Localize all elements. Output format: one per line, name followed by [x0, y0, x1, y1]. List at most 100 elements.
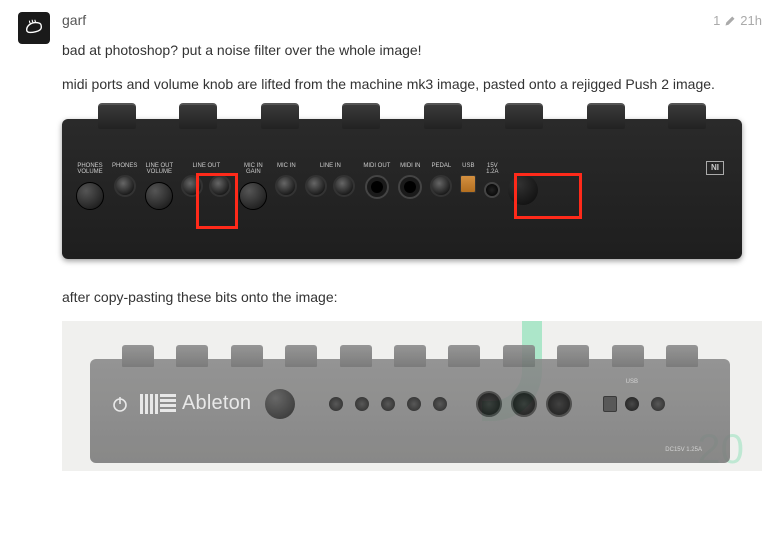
mic-in-group: MIC IN: [275, 163, 297, 210]
port-label: PHONES VOLUME: [77, 163, 102, 176]
pedal-jack: [430, 175, 452, 197]
encoder-knob: [505, 103, 543, 129]
mic-in-jack: [275, 175, 297, 197]
power-label: DC15V 1.25A: [665, 447, 702, 453]
jack: [433, 397, 447, 411]
sausage-icon: [23, 17, 45, 39]
device2-image: 20: [62, 321, 762, 471]
encoder-knob: [340, 345, 372, 367]
encoder-knob: [448, 345, 480, 367]
jack: [381, 397, 395, 411]
right-ports: [603, 396, 669, 412]
edit-count: 1: [713, 13, 720, 28]
phones-volume-group: PHONES VOLUME: [76, 163, 104, 210]
port-label: PHONES: [112, 163, 137, 170]
encoder-knob: [342, 103, 380, 129]
midi-out-group: MIDI OUT: [363, 163, 390, 210]
username[interactable]: garf: [62, 12, 86, 28]
encoder-knob: [557, 345, 589, 367]
line-in-1-jack: [333, 175, 355, 197]
usb-port: [603, 396, 617, 412]
paragraph: midi ports and volume knob are lifted fr…: [62, 74, 762, 94]
push2-panel: Ableton: [90, 359, 730, 463]
post-body: bad at photoshop? put a noise filter ove…: [62, 40, 762, 471]
encoder-knob: [98, 103, 136, 129]
volume-knob: [76, 182, 104, 210]
line-out-volume-group: LINE OUT VOLUME: [145, 163, 173, 210]
rear-panel-row: PHONES VOLUME PHONES LINE OUT VOLUME: [76, 163, 728, 210]
midi-in-group: MIDI IN: [398, 163, 422, 210]
port-label: LINE OUT: [193, 163, 221, 170]
encoder-knob: [231, 345, 263, 367]
jack: [651, 397, 665, 411]
pencil-icon: [724, 15, 736, 27]
jack: [407, 397, 421, 411]
encoder-knob: [612, 345, 644, 367]
top-knob-row: [122, 345, 698, 367]
dc-jack: [625, 397, 639, 411]
avatar[interactable]: [18, 12, 50, 44]
brand-text: Ableton: [182, 392, 251, 415]
pedal-group: PEDAL: [430, 163, 452, 210]
device1-image: NI PHONES VOLUME PHONES LINE OUT VOLUME: [62, 119, 762, 259]
post-header: garf 1 21h: [62, 12, 762, 28]
highlight-box: [514, 173, 582, 219]
midi-port: [511, 391, 537, 417]
power-icon: [110, 394, 130, 414]
port-label: MIC IN: [277, 163, 296, 170]
volume-knob: [145, 182, 173, 210]
midi-in-port: [398, 175, 422, 199]
encoder-knob: [587, 103, 625, 129]
line-in-2-jack: [305, 175, 327, 197]
dc-jack: [484, 182, 500, 198]
midi-out-port: [365, 175, 389, 199]
paragraph: after copy-pasting these bits onto the i…: [62, 287, 762, 307]
port-label: USB: [462, 163, 474, 170]
highlight-box: [196, 173, 238, 229]
usb-group: USB: [460, 163, 476, 210]
encoder-knob: [179, 103, 217, 129]
post-content: garf 1 21h bad at photoshop? put a noise…: [62, 12, 762, 471]
encoder-knob: [668, 103, 706, 129]
volume-knob: [265, 389, 295, 419]
encoder-knob: [261, 103, 299, 129]
encoder-knob: [122, 345, 154, 367]
midi-port: [546, 391, 572, 417]
paragraph: bad at photoshop? put a noise filter ove…: [62, 40, 762, 60]
ableton-bars-icon: [140, 394, 176, 414]
encoder-knob: [424, 103, 462, 129]
jack: [329, 397, 343, 411]
line-in-group: LINE IN: [305, 163, 355, 210]
port-label: LINE OUT VOLUME: [146, 163, 174, 176]
midi-port: [476, 391, 502, 417]
post-meta: 1 21h: [713, 13, 762, 28]
port-label: MIDI IN: [400, 163, 420, 170]
ableton-logo: Ableton: [140, 392, 251, 415]
port-label: 15V 1.2A: [486, 163, 498, 176]
encoder-knob: [503, 345, 535, 367]
jack: [355, 397, 369, 411]
usb-port: [460, 175, 476, 193]
port-label: [523, 163, 525, 170]
forum-post: garf 1 21h bad at photoshop? put a noise…: [18, 12, 758, 471]
rear-panel-row: Ableton: [110, 389, 710, 419]
encoder-knob: [394, 345, 426, 367]
port-label: PEDAL: [432, 163, 452, 170]
gain-knob: [239, 182, 267, 210]
maschine-mk3-panel: NI PHONES VOLUME PHONES LINE OUT VOLUME: [62, 119, 742, 259]
encoder-knob: [176, 345, 208, 367]
phones-jack: [114, 175, 136, 197]
port-label: MIDI OUT: [363, 163, 390, 170]
port-label: MIC IN GAIN: [244, 163, 263, 176]
mic-gain-group: MIC IN GAIN: [239, 163, 267, 210]
usb-label: USB: [626, 379, 638, 385]
port-label: LINE IN: [320, 163, 341, 170]
jack-row: [325, 397, 451, 411]
top-knob-row: [98, 103, 706, 129]
midi-row: [473, 391, 575, 417]
encoder-knob: [285, 345, 317, 367]
power-group: 15V 1.2A: [484, 163, 500, 210]
post-age: 21h: [740, 13, 762, 28]
phones-group: PHONES: [112, 163, 137, 210]
encoder-knob: [666, 345, 698, 367]
